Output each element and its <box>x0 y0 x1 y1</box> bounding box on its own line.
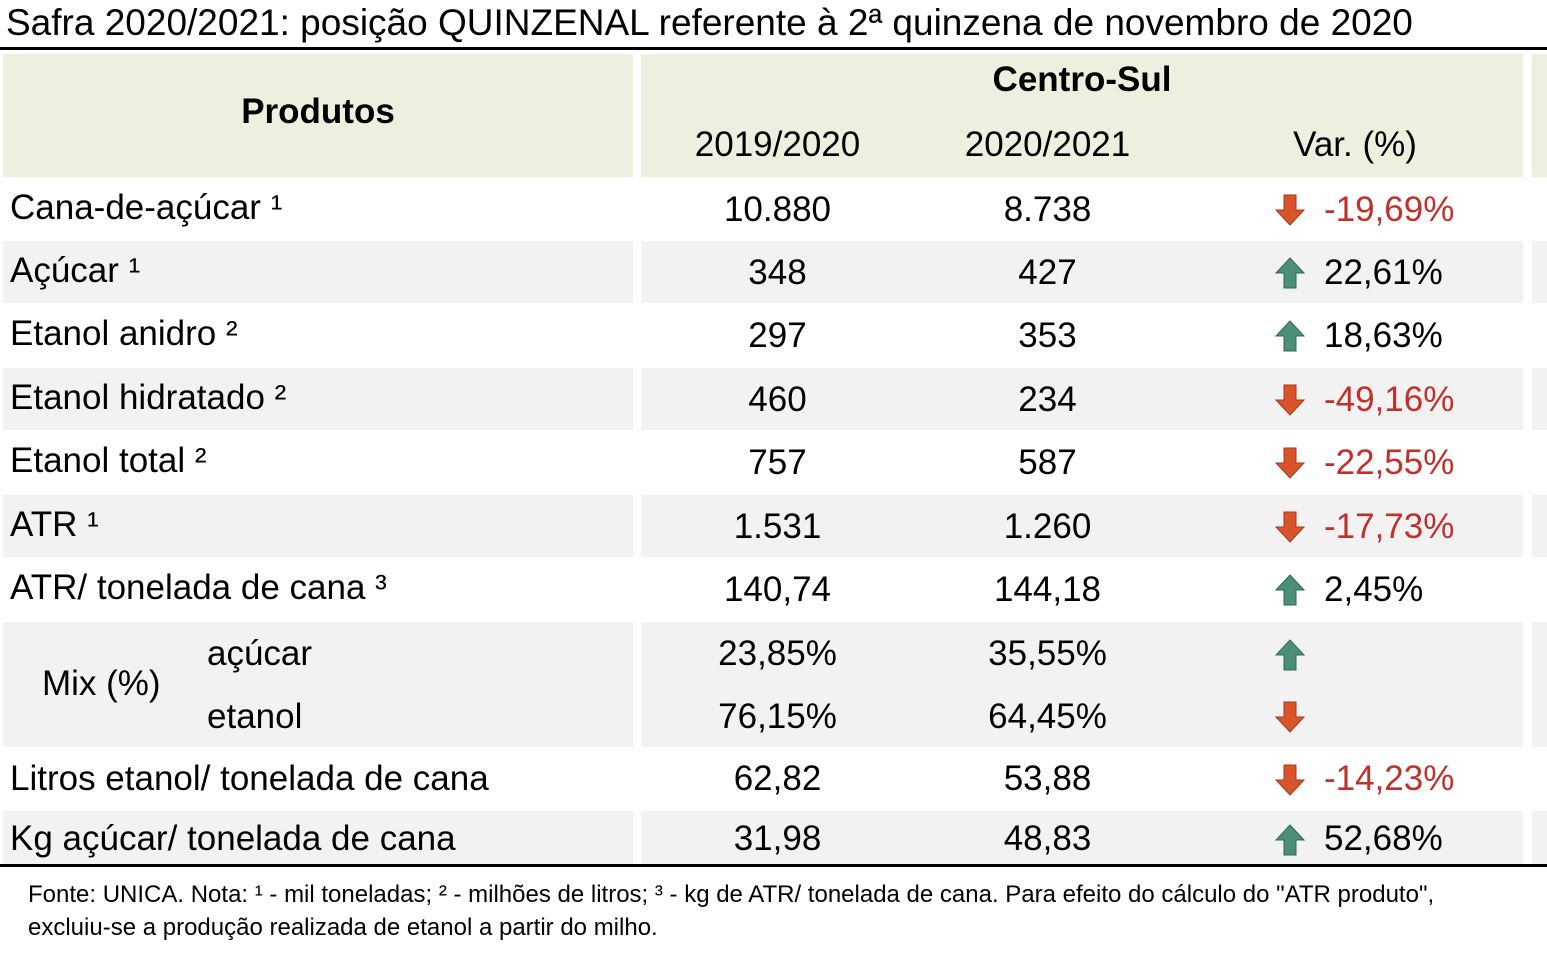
row-value-2019: 460 <box>748 380 807 419</box>
arrow-up-icon <box>1274 824 1306 856</box>
row-bg <box>1532 368 1547 430</box>
header-var: Var. (%) <box>1293 125 1417 164</box>
row-bg <box>3 368 633 430</box>
row-bg <box>641 495 1523 557</box>
row-variation: 22,61% <box>1324 253 1443 292</box>
row-value-2019: 10.880 <box>723 190 832 229</box>
row-name: Kg açúcar/ tonelada de cana <box>10 819 456 858</box>
mix-etanol-2021: 64,45% <box>988 697 1107 736</box>
row-variation: -22,55% <box>1324 443 1455 482</box>
row-name: ATR/ tonelada de cana ³ <box>10 568 387 607</box>
row-value-2019: 757 <box>748 443 807 482</box>
row-value-2021: 48,83 <box>1003 819 1092 858</box>
arrow-up-icon <box>1274 574 1306 606</box>
row-value-2021: 53,88 <box>1003 759 1092 798</box>
row-name: Açúcar ¹ <box>10 251 141 290</box>
row-value-2021: 587 <box>1018 443 1077 482</box>
row-value-2021: 8.738 <box>1003 190 1092 229</box>
row-name: Litros etanol/ tonelada de cana <box>10 759 489 798</box>
arrow-down-icon <box>1274 384 1306 416</box>
row-bg <box>3 495 633 557</box>
arrow-down-icon <box>1274 511 1306 543</box>
row-value-2021: 234 <box>1018 380 1077 419</box>
mix-acucar-label: açúcar <box>207 634 313 673</box>
row-name: Etanol anidro ² <box>10 314 238 353</box>
arrow-up-icon <box>1274 639 1306 671</box>
arrow-down-icon <box>1274 764 1306 796</box>
row-value-2021: 144,18 <box>993 570 1102 609</box>
arrow-down-icon <box>1274 701 1306 733</box>
header-produtos: Produtos <box>241 92 395 131</box>
row-bg <box>1532 241 1547 303</box>
header-centro-sul-bg <box>641 54 1523 177</box>
row-variation: -17,73% <box>1324 507 1455 546</box>
row-value-2021: 427 <box>1018 253 1077 292</box>
row-variation: -14,23% <box>1324 759 1455 798</box>
row-bg <box>3 241 633 303</box>
arrow-down-icon <box>1274 194 1306 226</box>
arrow-up-icon <box>1274 257 1306 289</box>
table-title: Safra 2020/2021: posição QUINZENAL refer… <box>6 2 1413 43</box>
mix-etanol-label: etanol <box>207 697 303 736</box>
row-bg <box>3 811 633 864</box>
row-value-2021: 353 <box>1018 316 1077 355</box>
mix-acucar-2019: 23,85% <box>718 634 837 673</box>
row-variation: 2,45% <box>1324 570 1424 609</box>
row-name: ATR ¹ <box>10 505 99 544</box>
bottom-rule <box>0 864 1547 867</box>
row-bg <box>641 811 1523 864</box>
row-bg <box>641 622 1523 747</box>
header-extra-bg <box>1532 54 1547 177</box>
footnote: Fonte: UNICA. Nota: ¹ - mil toneladas; ²… <box>28 881 1435 941</box>
arrow-down-icon <box>1274 447 1306 479</box>
row-name: Cana-de-açúcar ¹ <box>10 188 283 227</box>
row-bg <box>641 368 1523 430</box>
header-2021: 2020/2021 <box>964 125 1131 164</box>
mix-acucar-2021: 35,55% <box>988 634 1107 673</box>
row-value-2021: 1.260 <box>1003 507 1092 546</box>
row-bg <box>641 241 1523 303</box>
header-region: Centro-Sul <box>992 60 1172 99</box>
row-variation: 18,63% <box>1324 316 1443 355</box>
mix-etanol-2019: 76,15% <box>718 697 837 736</box>
row-value-2019: 140,74 <box>723 570 832 609</box>
row-bg <box>1532 622 1547 747</box>
row-value-2019: 297 <box>748 316 807 355</box>
mix-label: Mix (%) <box>42 664 161 703</box>
row-value-2019: 31,98 <box>733 819 822 858</box>
row-bg <box>1532 495 1547 557</box>
top-rule <box>0 47 1547 50</box>
row-name: Etanol hidratado ² <box>10 378 287 417</box>
row-bg <box>1532 811 1547 864</box>
row-bg <box>3 622 633 747</box>
header-produtos-bg <box>3 54 633 177</box>
row-name: Etanol total ² <box>10 441 207 480</box>
row-value-2019: 1.531 <box>733 507 822 546</box>
row-value-2019: 348 <box>748 253 807 292</box>
header-2019: 2019/2020 <box>694 125 861 164</box>
row-value-2019: 62,82 <box>733 759 822 798</box>
arrow-up-icon <box>1274 320 1306 352</box>
row-variation: 52,68% <box>1324 819 1443 858</box>
row-variation: -19,69% <box>1324 190 1455 229</box>
row-variation: -49,16% <box>1324 380 1455 419</box>
